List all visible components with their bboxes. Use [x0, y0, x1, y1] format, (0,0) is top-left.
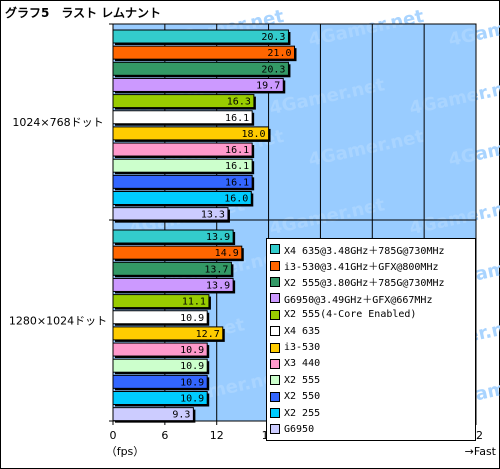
- bar-value-label: 13.9: [206, 232, 230, 243]
- bar-value-label: 10.9: [180, 394, 204, 405]
- bar-value-label: 21.0: [267, 48, 291, 59]
- legend-label: X4 635@3.48GHz＋785G@730MHz: [284, 245, 445, 257]
- legend-label: i3-530@3.41GHz＋GFX@800MHz: [284, 262, 439, 274]
- watermark-text: 4Gamer.net: [447, 6, 500, 51]
- legend-entry: X2 555@3.80GHz＋785G@730MHz: [270, 274, 472, 290]
- legend-label: G6950: [284, 423, 315, 435]
- bar-value-label: 11.1: [182, 297, 206, 308]
- legend-swatch: [270, 276, 280, 287]
- bar-value-label: 19.7: [256, 80, 280, 91]
- legend-entry: X2 255: [270, 405, 472, 421]
- bar-value-label: 20.3: [261, 64, 285, 75]
- legend-entry: i3-530@3.41GHz＋GFX@800MHz: [270, 257, 472, 273]
- x-tick-label: 6: [161, 429, 168, 442]
- bar-value-label: 12.7: [196, 329, 220, 340]
- legend-swatch: [270, 424, 280, 435]
- legend-swatch: [270, 358, 280, 369]
- x-tick-label: 0: [110, 429, 117, 442]
- legend-entry: G6950: [270, 421, 472, 437]
- bar-value-label: 10.9: [180, 313, 204, 324]
- bar-value-label: 13.9: [206, 280, 230, 291]
- legend-entry: i3-530: [270, 339, 472, 355]
- category-label: 1280×1024ドット: [9, 315, 107, 328]
- bar-value-label: 13.3: [201, 210, 225, 221]
- bar-value-label: 16.1: [225, 177, 249, 188]
- legend-entry: X3 440: [270, 356, 472, 372]
- legend-label: X2 555: [284, 374, 321, 386]
- legend-label: G6950@3.49GHz＋GFX@667MHz: [284, 294, 433, 306]
- legend-label: i3-530: [284, 342, 321, 354]
- category-label: 1024×768ドット: [12, 116, 103, 129]
- legend-label: X2 255: [284, 407, 321, 419]
- bar-value-label: 16.1: [225, 113, 249, 124]
- legend-entry: X2 555: [270, 372, 472, 388]
- bar-value-label: 13.7: [204, 264, 228, 275]
- bar-value-label: 16.1: [225, 145, 249, 156]
- legend-swatch: [270, 260, 280, 271]
- legend-swatch: [270, 391, 280, 402]
- bar-value-label: 20.3: [261, 32, 285, 43]
- bar-value-label: 10.9: [180, 377, 204, 388]
- legend-label: X2 555@3.80GHz＋785G@730MHz: [284, 278, 445, 290]
- bar-value-label: 16.0: [224, 194, 248, 205]
- chart-title: グラフ5 ラスト レムナント: [5, 6, 162, 20]
- legend-swatch: [270, 342, 280, 353]
- x-tick-label: 12: [210, 429, 224, 442]
- legend-swatch: [270, 408, 280, 419]
- legend-label: X2 550: [284, 391, 321, 403]
- legend-entry: X4 635@3.48GHz＋785G@730MHz: [270, 241, 472, 257]
- legend-swatch: [270, 244, 280, 255]
- x-fast-note: →Fast: [465, 445, 497, 458]
- legend-entry: X4 635: [270, 323, 472, 339]
- legend-swatch: [270, 375, 280, 386]
- legend-label: X2 555(4-Core Enabled): [284, 309, 417, 321]
- legend-swatch: [270, 309, 280, 320]
- bar-value-label: 10.9: [180, 345, 204, 356]
- legend: X4 635@3.48GHz＋785G@730MHz i3-530@3.41GHz…: [266, 238, 476, 441]
- legend-swatch: [270, 293, 280, 304]
- bar-value-label: 9.3: [172, 410, 190, 421]
- legend-entry: X2 550: [270, 389, 472, 405]
- bar-value-label: 10.9: [180, 361, 204, 372]
- x-unit-label: （fps）: [106, 445, 145, 458]
- bar-value-label: 16.3: [227, 97, 251, 108]
- bar-value-label: 16.1: [225, 161, 249, 172]
- bar-value-label: 14.9: [215, 248, 239, 259]
- legend-entry: X2 555(4-Core Enabled): [270, 307, 472, 323]
- legend-entry: G6950@3.49GHz＋GFX@667MHz: [270, 290, 472, 306]
- bar-value-label: 18.0: [241, 129, 265, 140]
- legend-label: X3 440: [284, 358, 321, 370]
- legend-swatch: [270, 326, 280, 337]
- legend-label: X4 635: [284, 325, 321, 337]
